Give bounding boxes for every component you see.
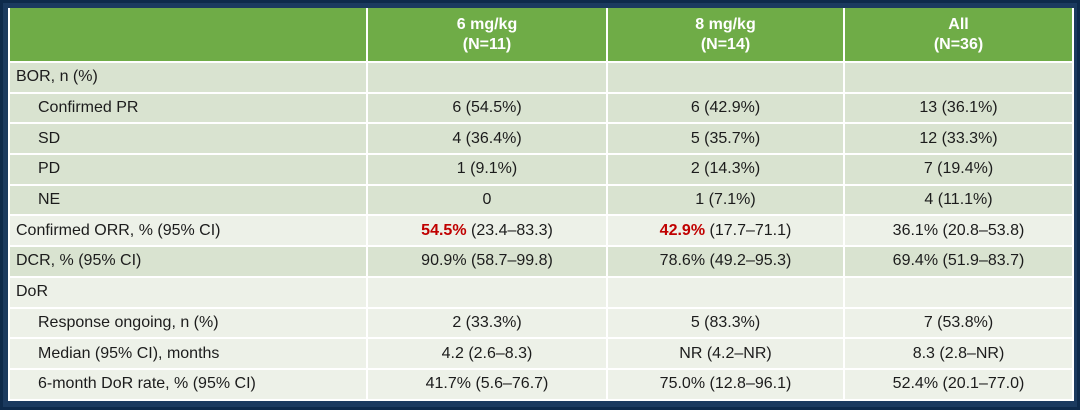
data-cell: 52.4% (20.1–77.0) bbox=[844, 368, 1074, 401]
table-row: SD 4 (36.4%) 5 (35.7%) 12 (33.3%) bbox=[8, 123, 1074, 156]
data-cell: 5 (83.3%) bbox=[607, 307, 845, 340]
data-cell: 90.9% (58.7–99.8) bbox=[367, 246, 608, 278]
table-row: PD 1 (9.1%) 2 (14.3%) 7 (19.4%) bbox=[8, 154, 1074, 186]
highlighted-value: 42.9% bbox=[659, 221, 706, 239]
row-label: DoR bbox=[8, 276, 368, 309]
data-cell: 7 (53.8%) bbox=[844, 307, 1074, 340]
row-label: 6-month DoR rate, % (95% CI) bbox=[8, 368, 368, 401]
row-label: NE bbox=[8, 184, 368, 217]
data-cell: 6 (54.5%) bbox=[367, 92, 608, 125]
data-cell: NR (4.2–NR) bbox=[607, 338, 845, 370]
table-row: Confirmed PR 6 (54.5%) 6 (42.9%) 13 (36.1%) bbox=[8, 92, 1074, 125]
data-cell: 54.5% (23.4–83.3) bbox=[367, 215, 608, 248]
column-header-8mgkg: 8 mg/kg (N=14) bbox=[607, 8, 845, 63]
data-cell: 41.7% (5.6–76.7) bbox=[367, 368, 608, 401]
data-cell: 5 (35.7%) bbox=[607, 123, 845, 156]
data-cell bbox=[367, 62, 608, 94]
table-row: 6-month DoR rate, % (95% CI) 41.7% (5.6–7… bbox=[8, 368, 1074, 401]
column-header-all: All (N=36) bbox=[844, 8, 1074, 63]
data-cell: 2 (14.3%) bbox=[607, 154, 845, 186]
row-label: Response ongoing, n (%) bbox=[8, 307, 368, 340]
data-cell: 42.9% (17.7–71.1) bbox=[607, 215, 845, 248]
data-cell bbox=[844, 62, 1074, 94]
header-line1: 8 mg/kg bbox=[695, 15, 756, 33]
table-header: 6 mg/kg (N=11) 8 mg/kg (N=14) All (N=36) bbox=[8, 8, 1074, 63]
header-line1: 6 mg/kg bbox=[456, 15, 518, 33]
data-cell: 69.4% (51.9–83.7) bbox=[844, 246, 1074, 278]
data-cell: 4.2 (2.6–8.3) bbox=[367, 338, 608, 370]
data-cell: 1 (9.1%) bbox=[367, 154, 608, 186]
row-label: DCR, % (95% CI) bbox=[8, 246, 368, 278]
data-cell: 8.3 (2.8–NR) bbox=[844, 338, 1074, 370]
table-row: Median (95% CI), months 4.2 (2.6–8.3) NR (… bbox=[8, 338, 1074, 370]
header-line1: All bbox=[948, 15, 969, 33]
row-label: Median (95% CI), months bbox=[8, 338, 368, 370]
data-cell: 6 (42.9%) bbox=[607, 92, 845, 125]
data-cell: 36.1% (20.8–53.8) bbox=[844, 215, 1074, 248]
row-label: PD bbox=[8, 154, 368, 186]
column-header-empty bbox=[8, 8, 368, 63]
row-label: SD bbox=[8, 123, 368, 156]
data-cell: 4 (36.4%) bbox=[367, 123, 608, 156]
data-cell bbox=[607, 276, 845, 309]
table-row: DoR bbox=[8, 276, 1074, 309]
data-cell: 13 (36.1%) bbox=[844, 92, 1074, 125]
header-line2: (N=14) bbox=[700, 35, 751, 53]
table-row: BOR, n (%) bbox=[8, 62, 1074, 94]
data-cell: 2 (33.3%) bbox=[367, 307, 608, 340]
efficacy-results-table: 6 mg/kg (N=11) 8 mg/kg (N=14) All (N=36)… bbox=[8, 8, 1074, 401]
data-cell bbox=[607, 62, 845, 94]
data-cell: 1 (7.1%) bbox=[607, 184, 845, 217]
highlighted-value: 54.5% bbox=[421, 221, 467, 239]
row-label: Confirmed PR bbox=[8, 92, 368, 125]
header-row: 6 mg/kg (N=11) 8 mg/kg (N=14) All (N=36) bbox=[8, 8, 1074, 63]
data-cell bbox=[844, 276, 1074, 309]
data-cell: 75.0% (12.8–96.1) bbox=[607, 368, 845, 401]
column-header-6mgkg: 6 mg/kg (N=11) bbox=[367, 8, 608, 63]
header-line2: (N=36) bbox=[933, 35, 984, 53]
data-cell: 0 bbox=[367, 184, 608, 217]
results-table-body: BOR, n (%) Confirmed PR 6 (54.5%) 6 (42.9%)… bbox=[8, 62, 1074, 401]
table-row: Response ongoing, n (%) 2 (33.3%) 5 (83.3%… bbox=[8, 307, 1074, 340]
data-cell: 7 (19.4%) bbox=[844, 154, 1074, 186]
row-label: Confirmed ORR, % (95% CI) bbox=[8, 215, 368, 248]
data-cell bbox=[367, 276, 608, 309]
table-row: DCR, % (95% CI) 90.9% (58.7–99.8) 78.6% (4… bbox=[8, 246, 1074, 278]
header-line2: (N=11) bbox=[462, 35, 512, 53]
row-label: BOR, n (%) bbox=[8, 62, 368, 94]
table-row: NE 0 1 (7.1%) 4 (11.1%) bbox=[8, 184, 1074, 217]
data-cell: 12 (33.3%) bbox=[844, 123, 1074, 156]
table-row: Confirmed ORR, % (95% CI) 54.5% (23.4–83.… bbox=[8, 215, 1074, 248]
data-cell: 4 (11.1%) bbox=[844, 184, 1074, 217]
data-cell: 78.6% (49.2–95.3) bbox=[607, 246, 845, 278]
